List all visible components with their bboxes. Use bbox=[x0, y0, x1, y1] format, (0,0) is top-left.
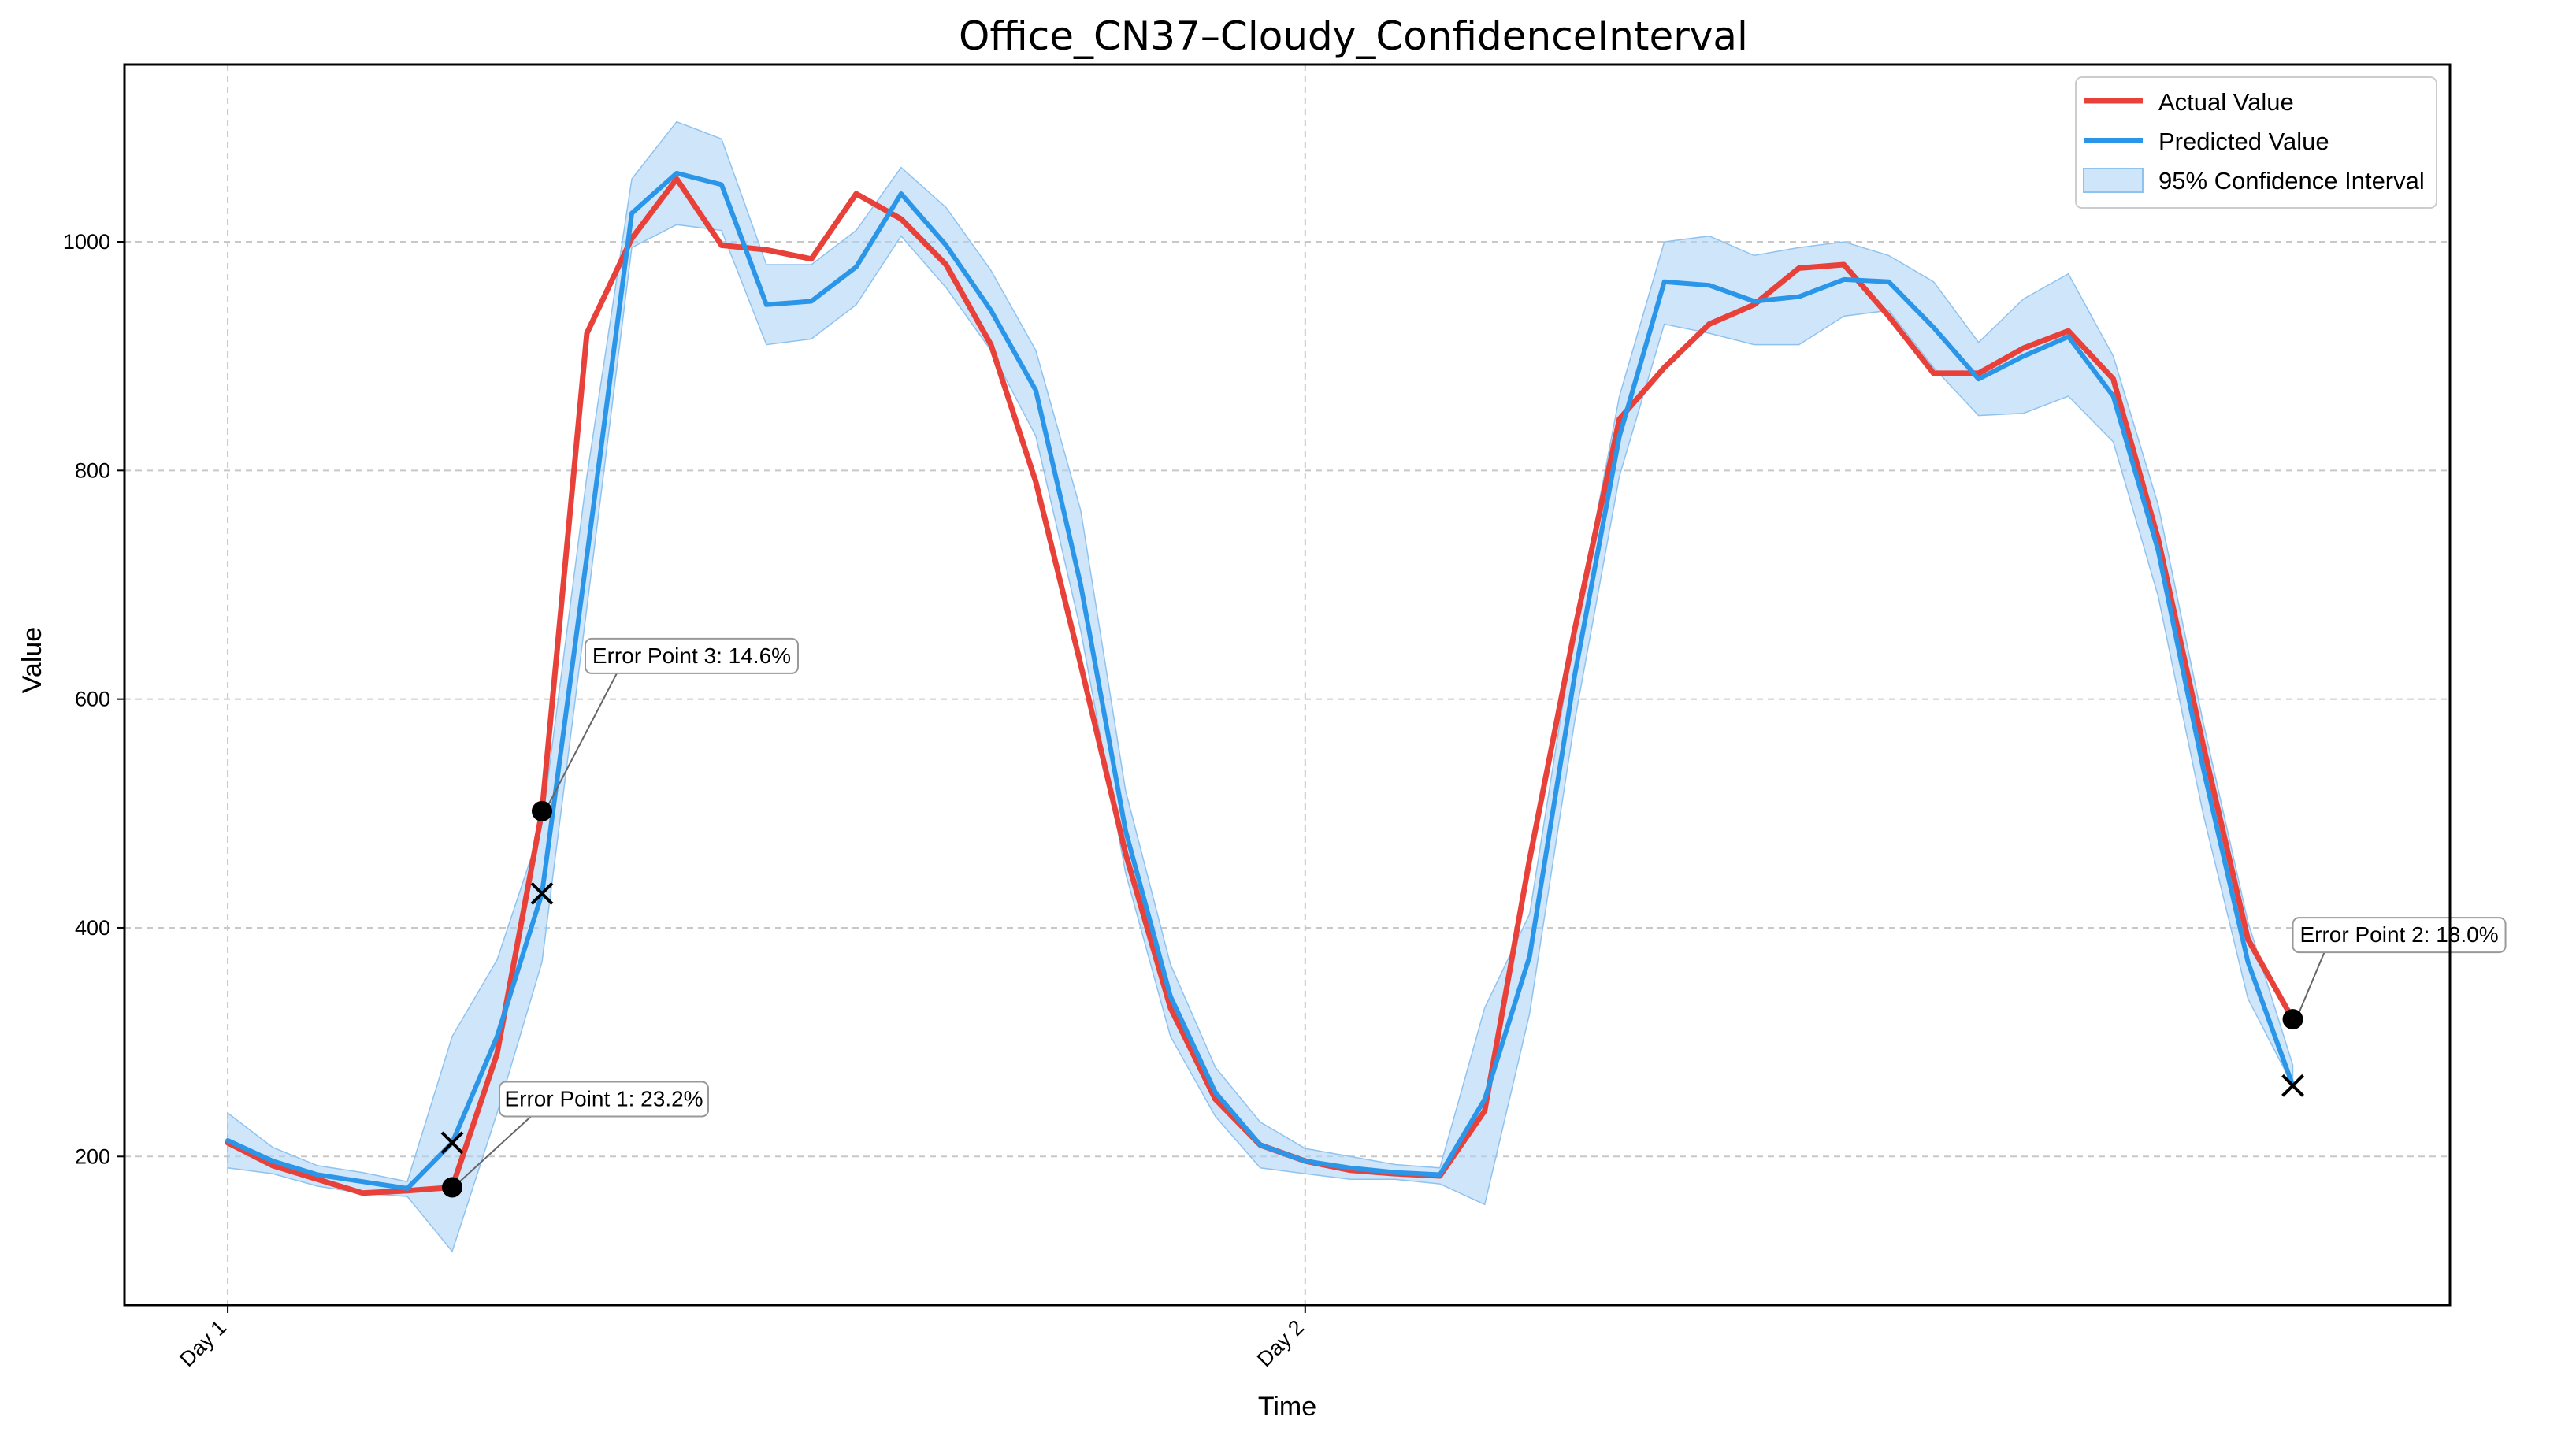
legend-label-predicted: Predicted Value bbox=[2158, 128, 2329, 155]
y-axis-label: Value bbox=[17, 627, 47, 693]
annotation-arrow bbox=[2296, 951, 2325, 1017]
y-tick-label: 600 bbox=[75, 688, 110, 711]
error-point-actual-marker bbox=[2282, 1009, 2303, 1030]
legend-label-actual: Actual Value bbox=[2158, 88, 2294, 116]
annotation-arrow bbox=[456, 1115, 532, 1185]
error-point-actual-marker bbox=[531, 800, 552, 821]
error-point-predicted-marker bbox=[2281, 1074, 2304, 1097]
y-tick-label: 200 bbox=[75, 1144, 110, 1168]
annotation-box bbox=[499, 1081, 710, 1118]
annotation-box bbox=[2292, 917, 2507, 954]
annotation-label: Error Point 2: 18.0% bbox=[2299, 922, 2498, 947]
y-tick-label: 1000 bbox=[63, 230, 110, 254]
legend-swatch-ci bbox=[2083, 168, 2144, 193]
annotation-box bbox=[584, 637, 799, 674]
plot-frame bbox=[123, 63, 2452, 1307]
legend: Actual Value Predicted Value 95% Confide… bbox=[2075, 76, 2437, 209]
y-tick-label: 400 bbox=[75, 916, 110, 940]
error-point-actual-marker bbox=[442, 1177, 463, 1198]
error-point-predicted-marker bbox=[530, 882, 554, 905]
legend-box bbox=[2075, 76, 2437, 209]
annotation-arrow bbox=[546, 673, 618, 809]
x-axis-label: Time bbox=[1258, 1392, 1316, 1422]
annotation-label: Error Point 3: 14.6% bbox=[592, 643, 791, 668]
error-point-predicted-marker bbox=[440, 1131, 464, 1155]
chart-title: Office_CN37–Cloudy_ConfidenceInterval bbox=[959, 13, 1748, 59]
series-line-predicted bbox=[225, 170, 2296, 1191]
error-annotations: Error Point 1: 23.2% Error Point 3: 14.6%… bbox=[440, 637, 2507, 1198]
series-lines bbox=[225, 170, 2296, 1196]
y-tick-label: 800 bbox=[75, 458, 110, 482]
y-axis-ticks: 200 400 600 800 1000 bbox=[63, 230, 124, 1168]
legend-label-ci: 95% Confidence Interval bbox=[2158, 167, 2425, 195]
annotation-label: Error Point 1: 23.2% bbox=[504, 1086, 703, 1111]
